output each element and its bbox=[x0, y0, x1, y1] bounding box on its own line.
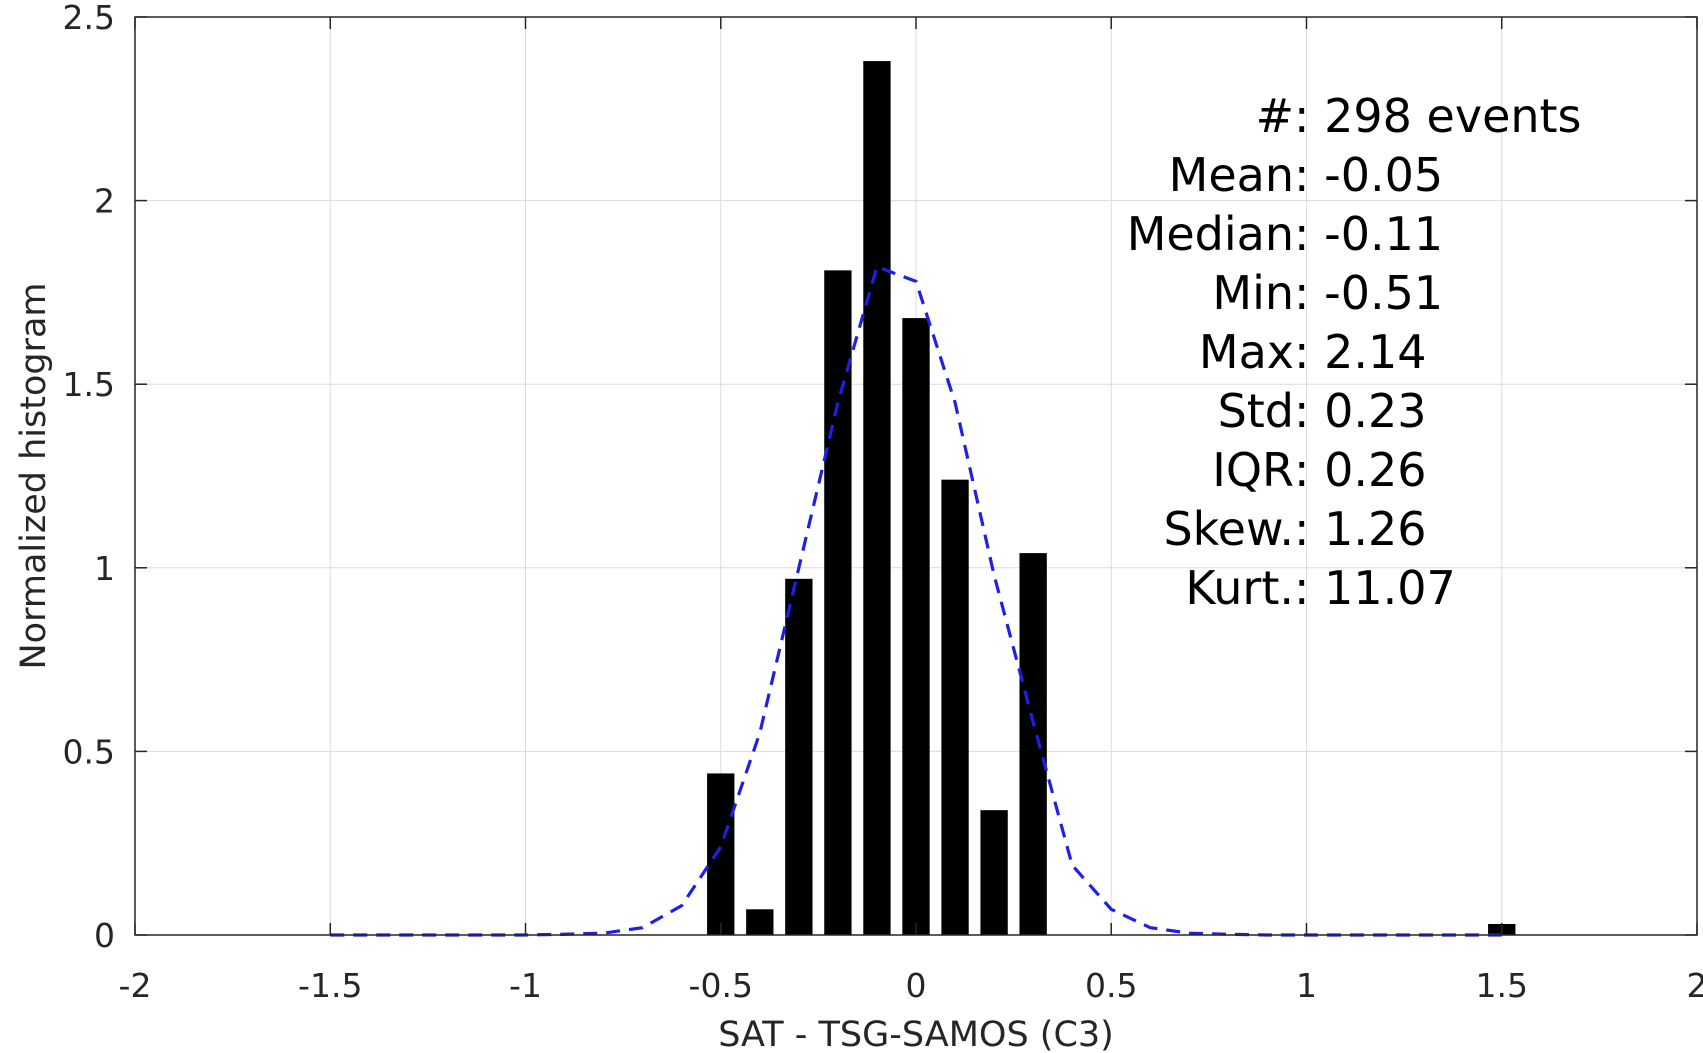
histogram-bar bbox=[863, 61, 891, 935]
y-axis-label: Normalized histogram bbox=[14, 282, 54, 669]
y-tick-label: 2 bbox=[94, 182, 115, 221]
x-tick-label: 2 bbox=[1687, 966, 1703, 1005]
stats-value: : -0.51 bbox=[1294, 266, 1443, 320]
tick-labels: -2 -1.5 -1 -0.5 0 0.5 1 1.5 2 0 0.5 1 1.5 2 2.5 bbox=[63, 0, 1703, 1005]
stats-value: : 298 events bbox=[1294, 89, 1582, 143]
x-tick-label: 0.5 bbox=[1085, 966, 1137, 1005]
x-tick-label: 1.5 bbox=[1476, 966, 1528, 1005]
x-tick-label: 1 bbox=[1296, 966, 1317, 1005]
stats-value: : -0.05 bbox=[1294, 148, 1443, 202]
stats-label: Max bbox=[1199, 325, 1294, 379]
histogram-bar bbox=[980, 810, 1008, 935]
y-tick-label: 0 bbox=[94, 916, 115, 955]
stats-value: : -0.11 bbox=[1294, 207, 1443, 261]
x-tick-label: 0 bbox=[906, 966, 927, 1005]
histogram-bar bbox=[941, 479, 969, 935]
stats-label: Min bbox=[1212, 266, 1294, 320]
stats-label: Mean bbox=[1169, 148, 1294, 202]
y-tick-label: 1 bbox=[94, 549, 115, 588]
stats-label: # bbox=[1255, 89, 1294, 143]
stats-value: : 0.23 bbox=[1294, 384, 1427, 438]
stats-label: IQR bbox=[1212, 443, 1294, 497]
y-tick-label: 2.5 bbox=[63, 0, 115, 37]
stats-label: Std bbox=[1218, 384, 1294, 438]
y-tick-label: 1.5 bbox=[63, 365, 115, 404]
y-tick-label: 0.5 bbox=[63, 732, 115, 771]
x-tick-label: -0.5 bbox=[689, 966, 753, 1005]
x-axis-label: SAT - TSG-SAMOS (C3) bbox=[718, 1015, 1114, 1053]
stats-label: Kurt. bbox=[1185, 561, 1294, 615]
axes bbox=[134, 16, 1698, 936]
stats-value: : 2.14 bbox=[1294, 325, 1427, 379]
stats-label: Skew. bbox=[1163, 502, 1294, 556]
histogram-bar bbox=[902, 318, 930, 935]
stats-value: : 11.07 bbox=[1294, 561, 1456, 615]
histogram-bar bbox=[746, 909, 774, 935]
stats-value: : 0.26 bbox=[1294, 443, 1427, 497]
histogram-bar bbox=[824, 270, 852, 935]
histogram-bars bbox=[707, 61, 1516, 935]
histogram-bar bbox=[1019, 553, 1047, 935]
x-tick-label: -1.5 bbox=[298, 966, 362, 1005]
histogram-bar bbox=[785, 578, 813, 935]
stats-label: Median bbox=[1127, 207, 1294, 261]
stats-value: : 1.26 bbox=[1294, 502, 1427, 556]
x-tick-label: -1 bbox=[509, 966, 542, 1005]
x-tick-label: -2 bbox=[119, 966, 152, 1005]
histogram-bar bbox=[707, 773, 735, 935]
